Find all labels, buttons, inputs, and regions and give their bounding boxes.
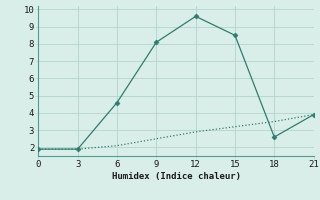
X-axis label: Humidex (Indice chaleur): Humidex (Indice chaleur) (111, 172, 241, 181)
